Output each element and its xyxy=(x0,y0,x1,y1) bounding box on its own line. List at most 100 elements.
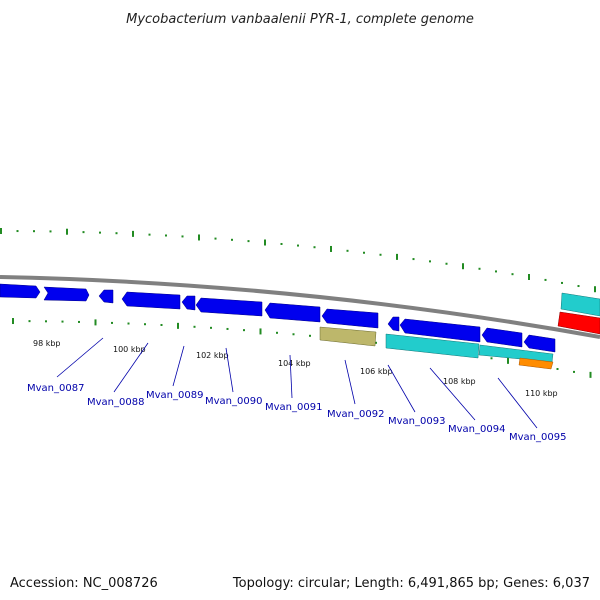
major-tick xyxy=(528,273,530,280)
gene-arrow[interactable] xyxy=(481,327,523,348)
minor-tick xyxy=(297,244,299,247)
minor-tick xyxy=(28,320,31,323)
minor-tick xyxy=(292,333,295,336)
minor-tick xyxy=(375,341,377,344)
pseudo-gene-block[interactable] xyxy=(319,326,377,347)
kbp-labels: 98 kbp 100 kbp 102 kbp 104 kbp 106 kbp 1… xyxy=(33,339,558,398)
minor-tick xyxy=(115,232,118,235)
minor-tick xyxy=(148,233,151,236)
major-tick xyxy=(462,263,464,270)
major-tick xyxy=(264,239,266,246)
gene-arrow[interactable] xyxy=(195,297,263,317)
locus-labels: Mvan_0087 Mvan_0088 Mvan_0089 Mvan_0090 … xyxy=(27,383,566,443)
major-tick xyxy=(589,371,592,378)
gene-arrow[interactable] xyxy=(264,302,321,323)
minor-tick xyxy=(247,240,250,243)
minor-tick xyxy=(33,230,35,233)
reverse-genes xyxy=(319,292,600,370)
genome-summary: Topology: circular; Length: 6,491,865 bp… xyxy=(232,576,590,591)
gene-arrow[interactable] xyxy=(387,316,400,332)
minor-tick xyxy=(561,281,563,284)
minor-tick xyxy=(495,270,497,273)
locus-tag[interactable]: Mvan_0090 xyxy=(205,396,262,407)
locus-tag[interactable]: Mvan_0087 xyxy=(27,383,84,394)
minor-tick xyxy=(276,331,278,334)
locus-tag[interactable]: Mvan_0095 xyxy=(509,432,566,443)
minor-tick xyxy=(111,321,113,324)
minor-tick xyxy=(412,258,415,261)
minor-tick xyxy=(490,357,493,360)
minor-tick xyxy=(78,320,80,323)
genome-title: Mycobacterium vanbaalenii PYR-1, complet… xyxy=(126,12,474,27)
minor-tick xyxy=(99,231,101,234)
minor-tick xyxy=(511,273,514,276)
trna-block[interactable] xyxy=(518,357,554,370)
locus-tag[interactable]: Mvan_0088 xyxy=(87,397,144,408)
minor-tick xyxy=(363,251,365,254)
gene-arrow[interactable] xyxy=(321,308,379,329)
minor-tick xyxy=(49,230,52,233)
gene-arrow[interactable] xyxy=(0,283,41,299)
minor-tick xyxy=(313,246,316,249)
major-tick xyxy=(177,322,179,329)
gene-block[interactable] xyxy=(560,292,600,317)
minor-tick xyxy=(573,370,575,373)
gene-block[interactable] xyxy=(385,333,480,359)
gene-arrow[interactable] xyxy=(43,286,90,302)
gene-arrow[interactable] xyxy=(399,318,481,343)
kbp-label: 108 kbp xyxy=(443,377,476,386)
locus-tag[interactable]: Mvan_0091 xyxy=(265,402,322,413)
major-tick xyxy=(507,357,509,364)
minor-tick xyxy=(165,234,167,237)
minor-tick xyxy=(82,231,85,234)
major-tick xyxy=(198,234,200,241)
major-tick xyxy=(132,230,134,237)
minor-tick xyxy=(346,249,349,252)
minor-tick xyxy=(144,323,146,326)
kbp-label: 104 kbp xyxy=(278,359,311,368)
kbp-label: 102 kbp xyxy=(196,351,229,360)
locus-tag[interactable]: Mvan_0094 xyxy=(448,424,505,435)
locus-tag[interactable]: Mvan_0093 xyxy=(388,416,445,427)
kbp-label: 100 kbp xyxy=(113,345,146,354)
minor-tick xyxy=(577,285,580,288)
minor-tick xyxy=(193,325,196,328)
gene-arrow[interactable] xyxy=(523,334,556,353)
minor-tick xyxy=(478,267,481,270)
minor-tick xyxy=(544,278,547,281)
minor-tick xyxy=(429,260,431,263)
minor-tick xyxy=(127,322,130,325)
minor-tick xyxy=(45,320,47,323)
minor-tick xyxy=(181,235,184,238)
major-tick xyxy=(12,318,14,325)
genome-backbone xyxy=(0,275,600,339)
minor-tick xyxy=(379,253,382,256)
gene-arrow[interactable] xyxy=(181,295,196,311)
minor-tick xyxy=(243,329,245,332)
major-tick xyxy=(66,228,68,235)
kbp-label: 106 kbp xyxy=(360,367,393,376)
major-tick xyxy=(0,228,2,234)
locus-tag[interactable]: Mvan_0092 xyxy=(327,409,384,420)
minor-tick xyxy=(226,327,229,330)
major-tick xyxy=(330,245,332,252)
kbp-label: 98 kbp xyxy=(33,339,61,348)
minor-tick xyxy=(16,230,19,233)
minor-tick xyxy=(309,334,311,337)
major-tick xyxy=(259,328,262,335)
gene-arrow[interactable] xyxy=(121,291,181,310)
major-tick xyxy=(396,253,398,260)
gene-arrow[interactable] xyxy=(98,289,114,304)
minor-tick xyxy=(445,262,448,265)
major-tick xyxy=(94,319,97,326)
locus-tag[interactable]: Mvan_0089 xyxy=(146,390,203,401)
minor-tick xyxy=(280,242,283,245)
minor-tick xyxy=(61,320,64,323)
rrna-block[interactable] xyxy=(557,311,600,335)
outer-tick-ring xyxy=(0,228,596,293)
minor-tick xyxy=(231,238,233,241)
minor-tick xyxy=(160,323,163,326)
kbp-label: 110 kbp xyxy=(525,389,558,398)
accession-text: Accession: NC_008726 xyxy=(10,576,158,591)
